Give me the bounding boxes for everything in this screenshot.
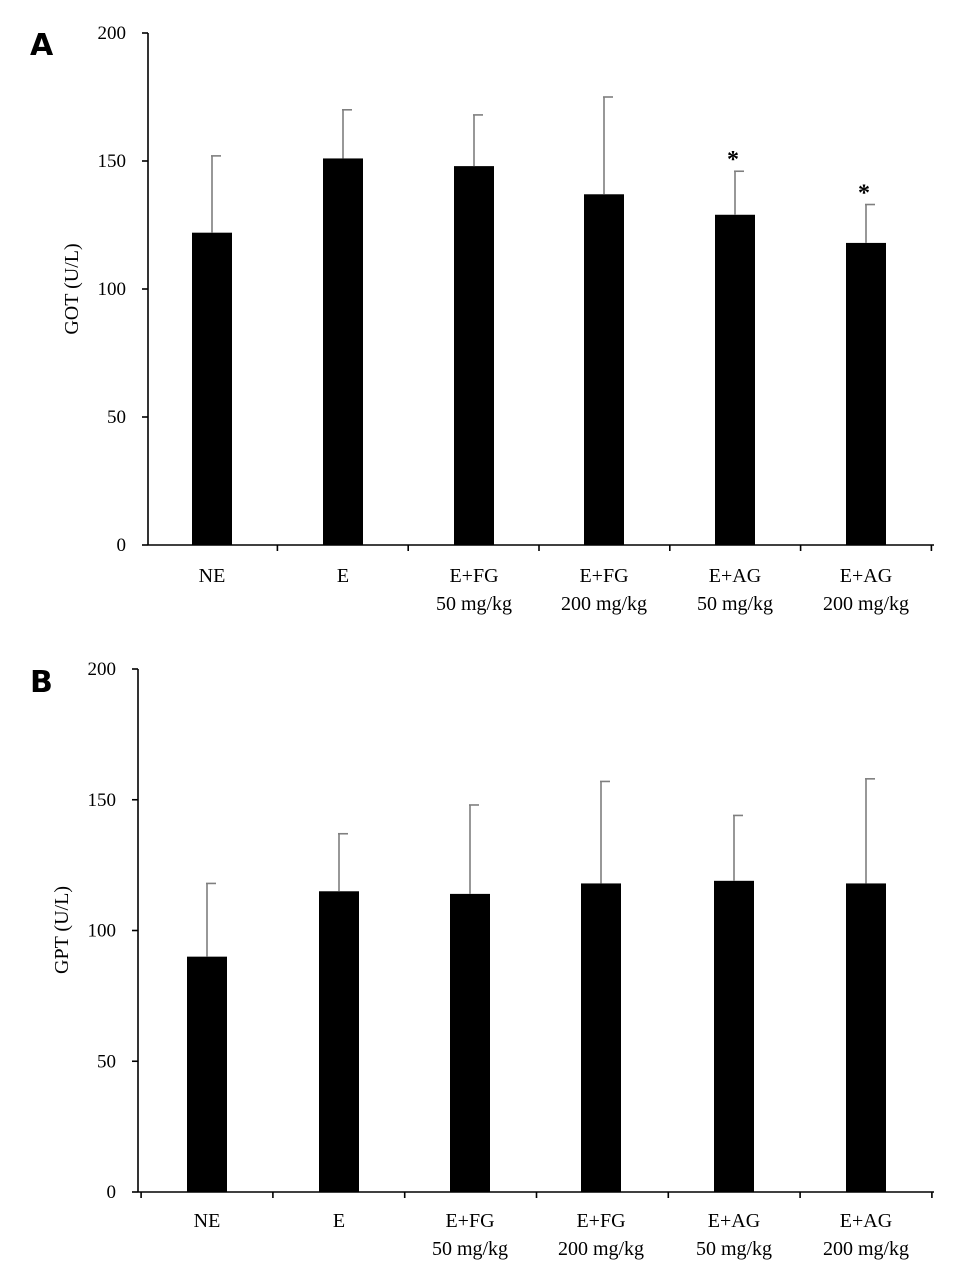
panel-b-category-label: E+FG — [576, 1210, 625, 1232]
panel-a-axes: 0 50 100 150 200 NE E E+FG 50 mg/kg E+FG 200 mg/kg… — [98, 23, 934, 615]
panel-a-y-tick-label: 50 — [107, 407, 126, 428]
panel-a-y-tick-label: 0 — [117, 535, 127, 556]
panel-a-bars: ** — [192, 96, 886, 546]
panel-b-bar — [187, 956, 227, 1192]
panel-b-category-label: E+FG — [445, 1210, 494, 1232]
panel-b-category-label: 200 mg/kg — [558, 1238, 644, 1260]
panel-a-significance-mark: * — [858, 181, 870, 207]
panel-b-y-tick-label: 150 — [88, 790, 117, 811]
panel-b-y-tick-label: 0 — [107, 1182, 117, 1203]
panel-a-category-label: 50 mg/kg — [697, 593, 773, 615]
panel-b-bar — [714, 880, 754, 1192]
panel-a-y-tick-label: 200 — [98, 23, 127, 44]
panel-b-bars — [187, 778, 886, 1192]
panel-b-category-label: 50 mg/kg — [696, 1238, 772, 1260]
panel-b-category-label: NE — [194, 1210, 221, 1232]
panel-a-y-tick-label: 150 — [98, 151, 127, 172]
panel-a-bar — [846, 242, 886, 546]
panel-a-bar — [454, 166, 494, 545]
panel-a-significance-mark: * — [727, 147, 739, 173]
panel-b-category-label: E — [333, 1210, 345, 1232]
panel-b-bar — [319, 891, 359, 1192]
panel-a-bar — [584, 194, 624, 545]
panel-a-category-label: NE — [199, 565, 226, 587]
panel-b-y-tick-label: 50 — [97, 1051, 116, 1072]
panel-b: B GPT (U/L) 0 50 100 150 200 NE E E+FG 50 mg/kg E… — [30, 659, 934, 1260]
panel-a-category-label: 50 mg/kg — [436, 593, 512, 615]
panel-a-category-label: E+FG — [449, 565, 498, 587]
panel-a-category-label: E+AG — [840, 565, 892, 587]
panel-b-y-tick-label: 200 — [88, 659, 117, 680]
panel-b-category-label: 200 mg/kg — [823, 1238, 909, 1260]
panel-a-y-axis-title: GOT (U/L) — [61, 243, 83, 334]
panel-a-category-label: 200 mg/kg — [561, 593, 647, 615]
panel-a: A GOT (U/L) 0 50 100 150 200 NE E E+FG 50 mg/kg E… — [30, 23, 934, 615]
panel-a-letter: A — [30, 28, 54, 63]
panel-b-y-tick-label: 100 — [88, 921, 117, 942]
panel-b-category-label: 50 mg/kg — [432, 1238, 508, 1260]
panel-a-y-tick-label: 100 — [98, 279, 127, 300]
panel-a-category-label: E+AG — [709, 565, 761, 587]
panel-b-bar — [450, 893, 490, 1192]
panel-a-category-label: E — [337, 565, 349, 587]
panel-a-bar — [715, 214, 755, 545]
panel-b-y-axis-title: GPT (U/L) — [51, 886, 73, 974]
panel-a-bar — [323, 158, 363, 545]
panel-b-category-label: E+AG — [840, 1210, 892, 1232]
panel-b-bar — [846, 883, 886, 1192]
panel-a-category-label: 200 mg/kg — [823, 593, 909, 615]
panel-a-category-label: E+FG — [579, 565, 628, 587]
panel-b-letter: B — [30, 665, 53, 700]
panel-b-axes: 0 50 100 150 200 NE E E+FG 50 mg/kg E+FG 200 mg/kg… — [88, 659, 934, 1260]
panel-b-category-label: E+AG — [708, 1210, 760, 1232]
panel-b-bar — [581, 883, 621, 1192]
panel-a-bar — [192, 232, 232, 545]
